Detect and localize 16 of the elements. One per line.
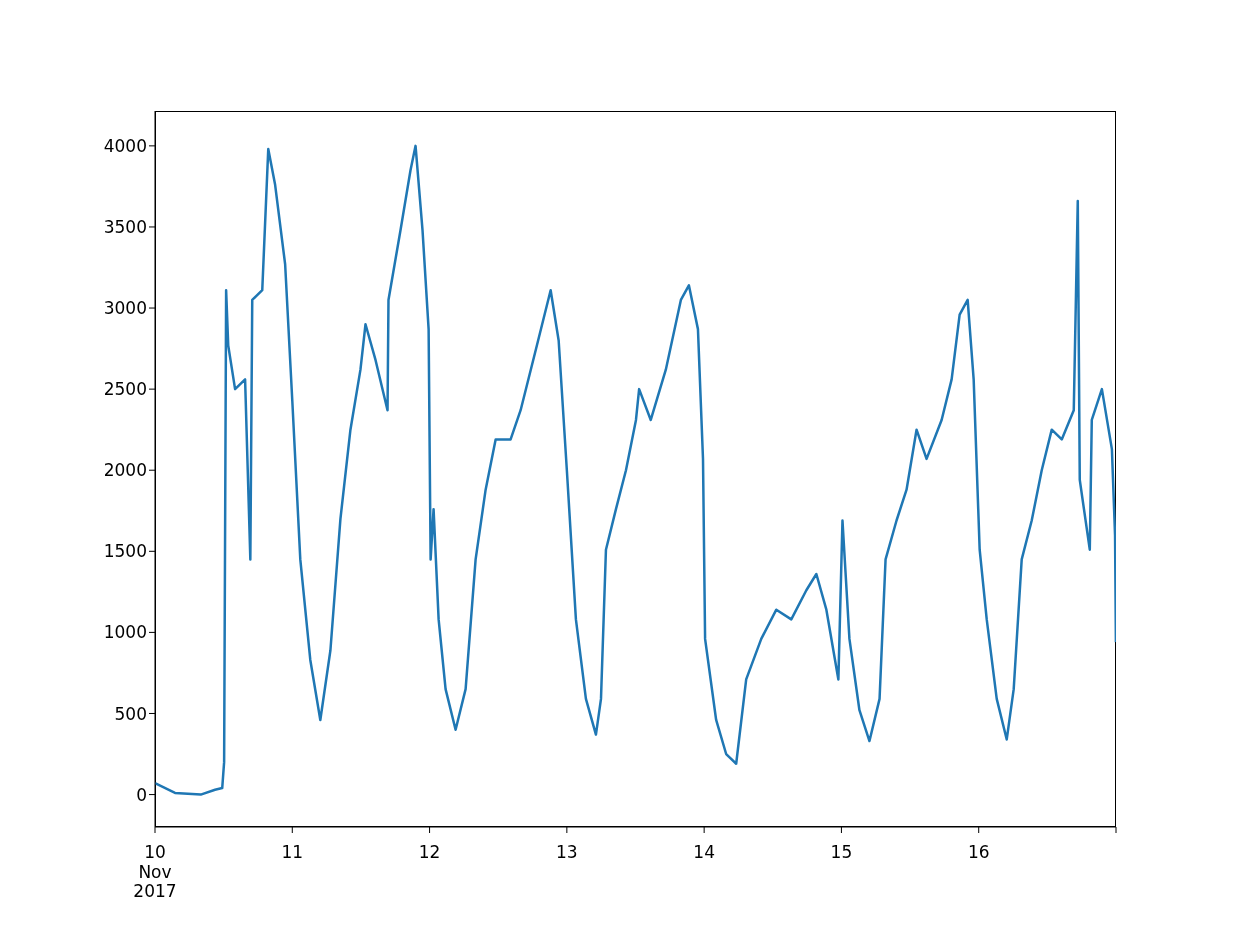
y-tick-label: 3500 (103, 216, 147, 237)
y-tick-label: 0 (136, 784, 147, 805)
x-tick-label: 12 (418, 842, 441, 863)
x-tick-label: 14 (693, 842, 715, 863)
y-tick-label: 2500 (103, 379, 147, 400)
x-tick-label: 13 (556, 842, 578, 863)
x-tick-label: 15 (830, 842, 853, 863)
y-tick-label: 1500 (103, 541, 147, 562)
x-tick-label: 10 Nov 2017 (133, 842, 177, 902)
y-tick-label: 3000 (103, 298, 147, 319)
y-tick-label: 2000 (103, 460, 147, 481)
x-tick-label: 11 (281, 842, 304, 863)
y-tick-label: 4000 (103, 135, 147, 156)
y-tick-label: 1000 (103, 622, 147, 643)
x-tick-label: 16 (967, 842, 990, 863)
y-tick-label: 500 (114, 703, 147, 724)
